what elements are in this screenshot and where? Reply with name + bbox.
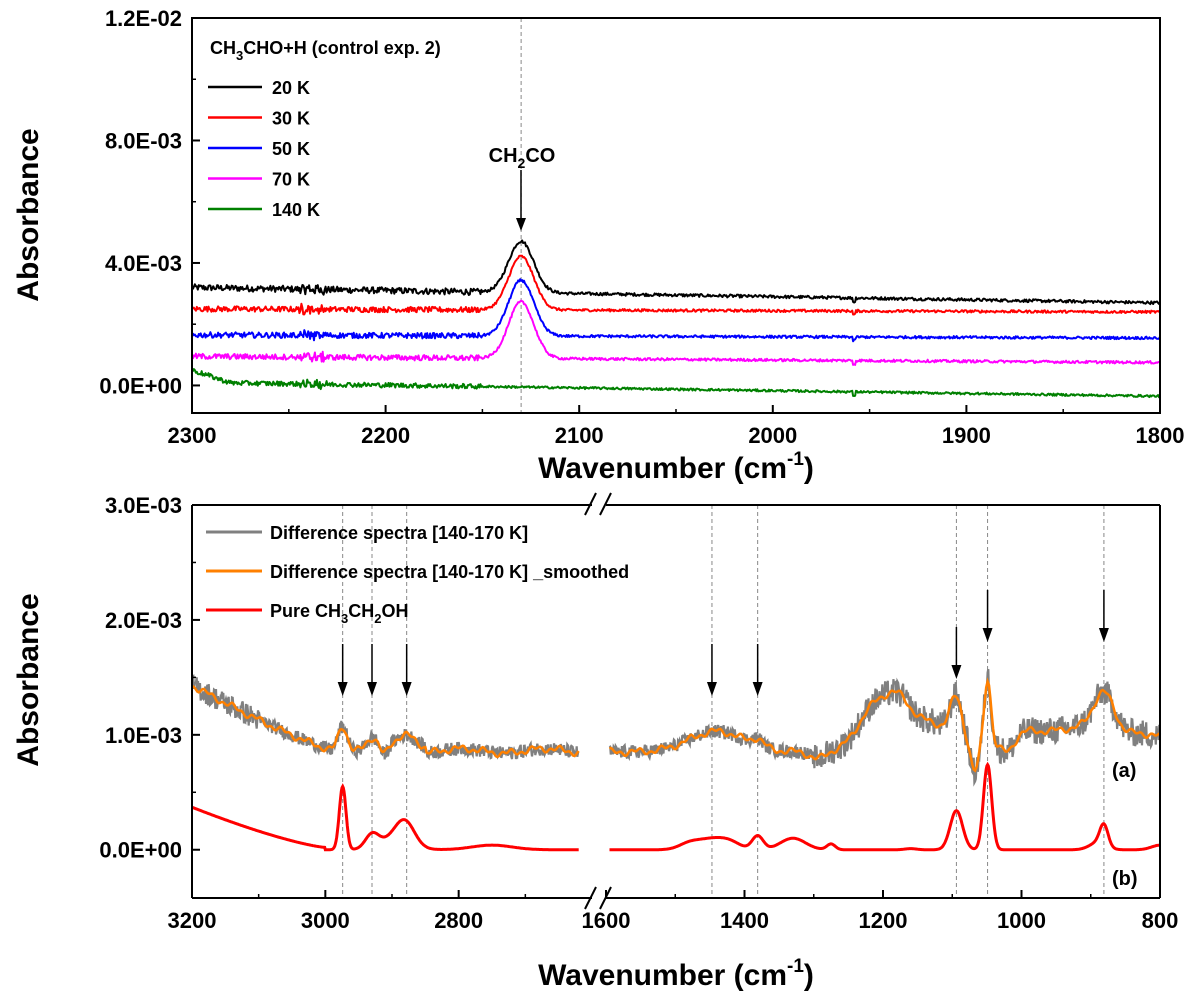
bottom-ytick-label-0: 0.0E+00 xyxy=(99,838,182,863)
top-legend-items: 20 K 30 K 50 K 70 K 140 K xyxy=(208,78,320,220)
axis-break-marks xyxy=(584,492,612,910)
bottom-xtick-label-2800: 2800 xyxy=(434,908,483,933)
bottom-legend-label-difference: Difference spectra [140-170 K] xyxy=(270,523,528,543)
bottom-legend: Difference spectra [140-170 K] Differenc… xyxy=(206,523,629,626)
bottom-ytick-label-2: 2.0E-03 xyxy=(105,608,182,633)
bottom-xtick-label-1600: 1600 xyxy=(582,908,631,933)
band-arrow-head-881 xyxy=(1098,628,1109,642)
band-arrow-head-1094 xyxy=(951,665,962,679)
top-xtick-label-2300: 2300 xyxy=(168,423,217,448)
top-legend-label-4: 140 K xyxy=(272,200,320,220)
band-arrow-head-2974 xyxy=(337,682,348,696)
bottom-ytick-label-3: 3.0E-03 xyxy=(105,493,182,518)
bottom-series-difference-seg0 xyxy=(191,673,580,762)
band-arrow-head-2930 xyxy=(367,682,377,696)
top-legend-label-1: 30 K xyxy=(272,109,310,129)
top-series-30k xyxy=(191,254,1161,316)
ch2co-label: CH2CO xyxy=(489,145,556,171)
top-series-20k xyxy=(191,239,1161,306)
top-series-group xyxy=(191,239,1161,399)
band-arrow-head-1381 xyxy=(752,682,763,696)
bottom-band-arrows xyxy=(337,590,1109,696)
ch2co-arrow-head xyxy=(516,218,526,231)
bottom-xtick-label-1200: 1200 xyxy=(859,908,908,933)
top-ylabel: Absorbance xyxy=(12,128,45,301)
bottom-xtick-label-800: 800 xyxy=(1142,908,1179,933)
top-series-70k xyxy=(191,299,1161,366)
bottom-series-smoothed-seg1 xyxy=(608,677,1161,773)
top-ytick-label-3: 1.2E-02 xyxy=(105,6,182,31)
band-arrow-head-2878 xyxy=(401,682,412,696)
top-series-140k xyxy=(191,368,1161,399)
top-ytick-label-2: 8.0E-03 xyxy=(105,128,182,153)
bottom-xtick-label-3200: 3200 xyxy=(168,908,217,933)
top-xtick-label-2000: 2000 xyxy=(748,423,797,448)
top-legend-label-2: 50 K xyxy=(272,139,310,159)
bottom-series-pure-ethanol-seg0 xyxy=(191,783,579,852)
bottom-ylabel: Absorbance xyxy=(12,593,45,766)
top-panel: 2300 2200 2100 2000 1900 1800 0.0E+00 4.0E-03 8.… xyxy=(12,6,1184,485)
bottom-ytick-label-1: 1.0E-03 xyxy=(105,723,182,748)
break-mark-top-1 xyxy=(584,492,597,516)
bottom-dashed-marker-lines xyxy=(342,505,1105,898)
bottom-ticks: 3200 3000 2800 1600 1400 1200 1000 800 0.0E+00 1.… xyxy=(99,493,1178,933)
top-plot-frame xyxy=(191,17,1161,414)
top-ytick-label-0: 0.0E+00 xyxy=(99,373,182,398)
top-ch2co-annotation: CH2CO xyxy=(489,145,556,231)
top-ticks: 2300 2200 2100 2000 1900 1800 0.0E+00 4.0E-03 8.… xyxy=(99,6,1184,448)
bottom-series-group xyxy=(191,668,1162,852)
bottom-xlabel: Wavenumber (cm-1) xyxy=(538,956,814,992)
bottom-xtick-label-1000: 1000 xyxy=(997,908,1046,933)
top-xtick-label-2200: 2200 xyxy=(361,423,410,448)
trace-label-b: (b) xyxy=(1112,868,1138,890)
top-legend-label-3: 70 K xyxy=(272,170,310,190)
trace-label-a: (a) xyxy=(1112,760,1136,782)
break-mark-bottom-1 xyxy=(584,886,597,910)
top-legend-label-0: 20 K xyxy=(272,78,310,98)
break-mark-top-2 xyxy=(599,492,612,516)
top-xtick-label-1800: 1800 xyxy=(1136,423,1185,448)
bottom-legend-label-smoothed: Difference spectra [140-170 K] _smoothed xyxy=(270,562,629,582)
bottom-xtick-label-3000: 3000 xyxy=(301,908,350,933)
band-arrow-head-1447 xyxy=(706,682,717,696)
top-ytick-label-1: 4.0E-03 xyxy=(105,251,182,276)
band-arrow-head-1049 xyxy=(982,628,993,642)
top-xtick-label-1900: 1900 xyxy=(942,423,991,448)
bottom-series-smoothed-seg0 xyxy=(191,685,580,759)
top-legend-title: CH3CHO+H (control exp. 2) xyxy=(210,38,441,63)
bottom-series-pure-ethanol-seg1 xyxy=(609,761,1161,852)
bottom-panel: 3200 3000 2800 1600 1400 1200 1000 800 0.0E+00 1.… xyxy=(12,492,1178,992)
top-series-50k xyxy=(191,278,1161,343)
bottom-legend-label-pure: Pure CH3CH2OH xyxy=(270,601,408,626)
bottom-xtick-label-1400: 1400 xyxy=(720,908,769,933)
top-xtick-label-2100: 2100 xyxy=(555,423,604,448)
bottom-series-difference-seg1 xyxy=(608,668,1162,787)
top-xlabel: Wavenumber (cm-1) xyxy=(538,449,814,485)
top-legend: CH3CHO+H (control exp. 2) 20 K 30 K 50 K 70… xyxy=(208,38,441,220)
